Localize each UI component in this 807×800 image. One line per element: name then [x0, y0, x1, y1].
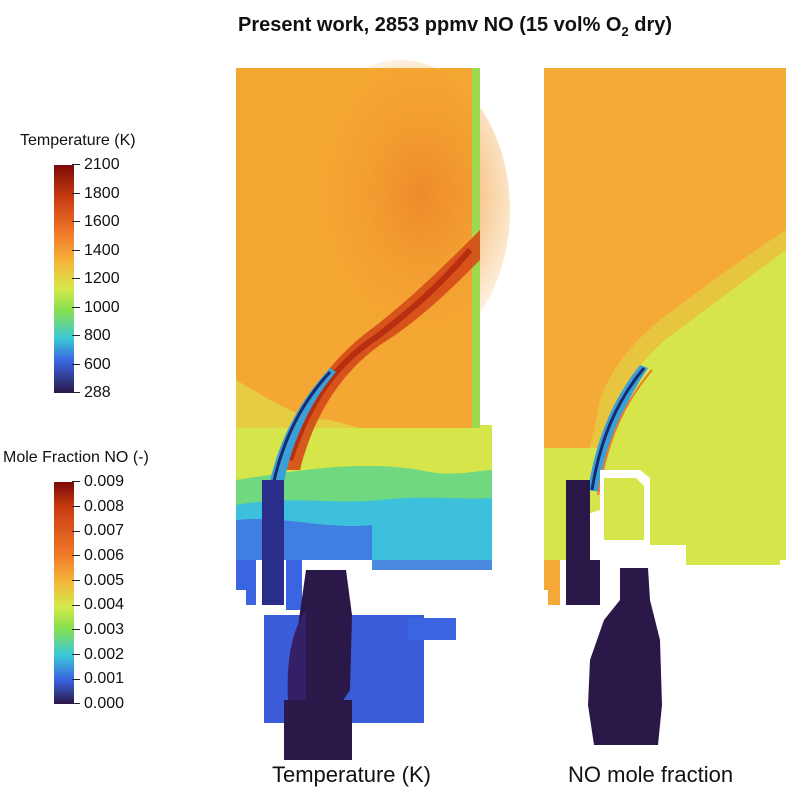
temperature-colorbar — [54, 165, 74, 393]
figure-title: Present work, 2853 ppmv NO (15 vol% O2 d… — [238, 14, 673, 39]
colorbar-tick-label: 0.009 — [72, 474, 124, 490]
colorbar-tick-label: 1600 — [72, 214, 120, 230]
colorbar-tick-label: 0.003 — [72, 622, 124, 638]
colorbar-tick-label: 1400 — [72, 242, 120, 259]
no-contour — [544, 68, 786, 745]
colorbar-tick-label: 0.001 — [72, 671, 124, 687]
colorbar-tick-label: 1200 — [72, 271, 120, 287]
temperature-colorbar-title: Temperature (K) — [20, 132, 136, 149]
no-colorbar-title: Mole Fraction NO (-) — [3, 449, 149, 466]
colorbar-tick-label: 0.002 — [72, 646, 124, 663]
colorbar-tick-label: 800 — [72, 328, 111, 344]
colorbar-tick-label: 600 — [72, 356, 111, 373]
temperature-contour — [236, 60, 510, 760]
colorbar-tick-label: 0.006 — [72, 548, 124, 564]
colorbar-tick-label: 0.008 — [72, 498, 124, 515]
colorbar-tick-label: 0.005 — [72, 572, 124, 589]
colorbar-tick-label: 1800 — [72, 185, 120, 202]
left-panel-caption: Temperature (K) — [272, 762, 431, 787]
colorbar-tick-label: 0.004 — [72, 597, 124, 613]
colorbar-tick-label: 2100 — [72, 157, 120, 173]
colorbar-tick-label: 0.000 — [72, 696, 124, 712]
colorbar-tick-label: 1000 — [72, 299, 120, 316]
right-panel-caption: NO mole fraction — [568, 762, 734, 787]
colorbar-tick-label: 0.007 — [72, 523, 124, 539]
colorbar-tick-label: 288 — [72, 385, 111, 401]
no-colorbar — [54, 482, 74, 704]
